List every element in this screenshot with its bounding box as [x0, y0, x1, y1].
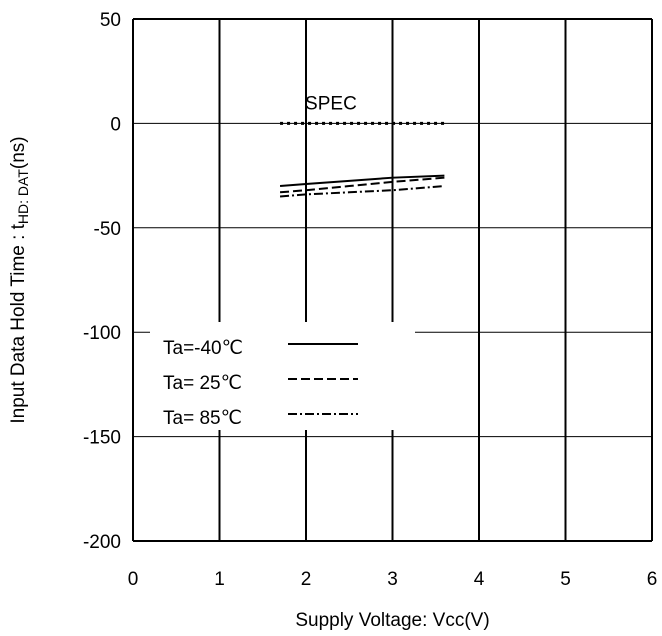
y-tick-label-2: -50 — [94, 219, 121, 240]
x-tick-label-6: 6 — [647, 569, 658, 590]
legend-label-1: Ta= 25℃ — [163, 373, 242, 394]
legend: Ta=-40℃ Ta= 25℃ Ta= 85℃ — [150, 322, 415, 430]
spec-label: SPEC — [305, 93, 357, 114]
legend-label-2: Ta= 85℃ — [163, 408, 242, 429]
y-tick-label-5: -200 — [83, 532, 121, 553]
y-axis-label-suffix: (ns) — [8, 136, 29, 169]
x-axis-label: Supply Voltage: Vcc(V) — [295, 610, 489, 631]
x-tick-label-1: 1 — [214, 569, 225, 590]
x-tick-label-3: 3 — [387, 569, 398, 590]
y-axis-label: Input Data Hold Time : tHD: DAT(ns) — [8, 136, 31, 423]
series-line-2 — [279, 185, 445, 198]
x-tick-label-2: 2 — [301, 569, 312, 590]
y-axis-label-main: Input Data Hold Time : t — [8, 223, 29, 423]
series-line-1 — [279, 176, 445, 194]
x-tick-label-0: 0 — [128, 569, 139, 590]
x-tick-label-5: 5 — [560, 569, 571, 590]
tick-labels: 0 1 2 3 4 5 6 50 0 -50 -100 -150 -200 — [83, 10, 657, 590]
x-tick-label-4: 4 — [474, 569, 485, 590]
series-line-0 — [279, 174, 445, 188]
legend-background — [150, 322, 415, 430]
y-tick-label-3: -100 — [83, 323, 121, 344]
y-tick-label-1: 0 — [110, 114, 121, 135]
spec-group: SPEC — [280, 93, 445, 125]
y-axis-label-sub: HD: DAT — [15, 169, 31, 224]
y-tick-label-0: 50 — [100, 10, 121, 31]
y-tick-label-4: -150 — [83, 428, 121, 449]
series-lines — [279, 174, 445, 198]
grid — [132, 18, 653, 542]
legend-label-0: Ta=-40℃ — [163, 338, 243, 359]
